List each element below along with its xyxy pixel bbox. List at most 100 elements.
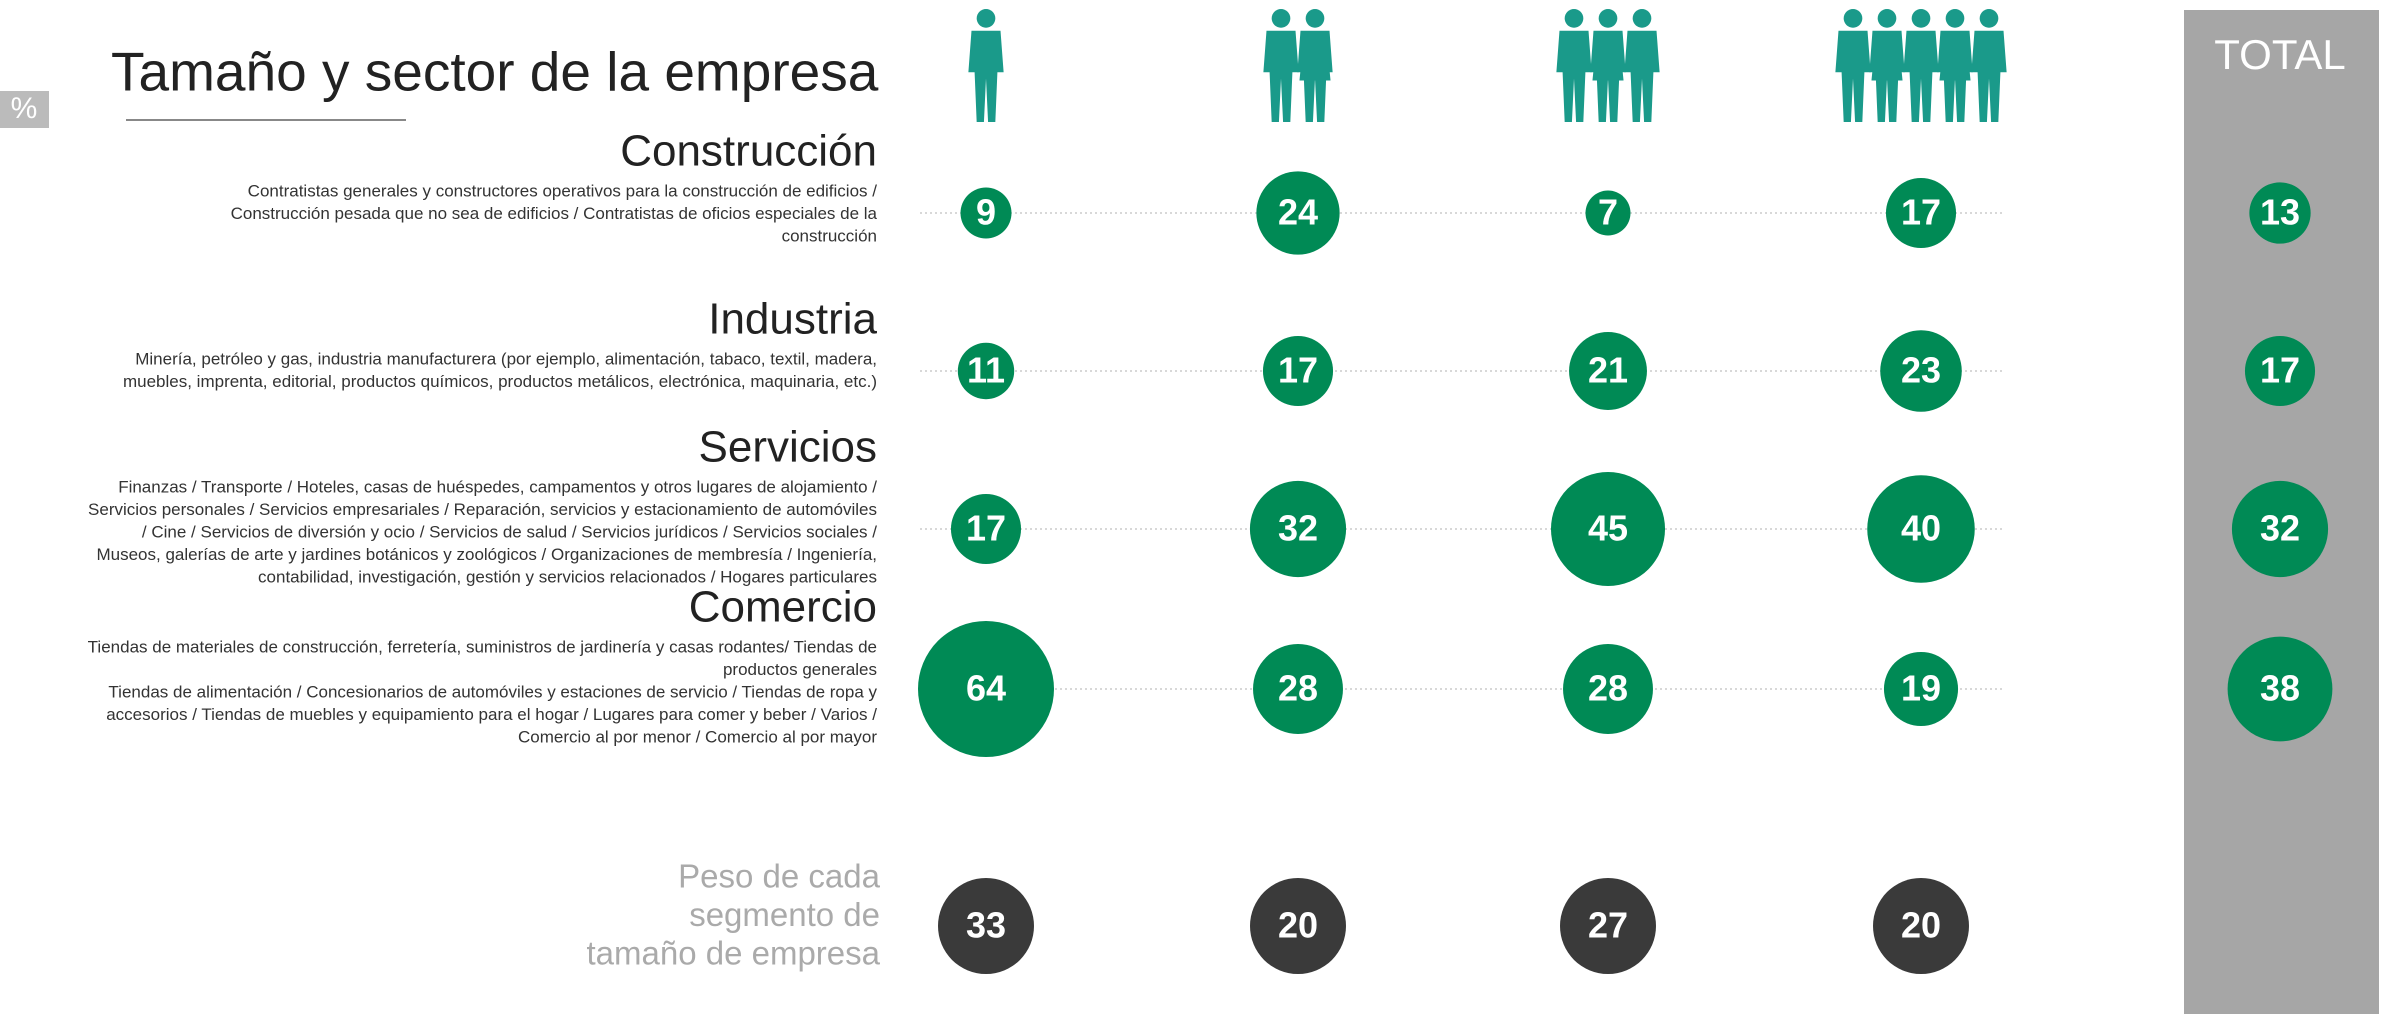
bubble-label: 28: [1278, 668, 1318, 709]
bubble-label: 23: [1901, 350, 1941, 391]
weight-bubble-label: 27: [1588, 905, 1628, 946]
icon-body: [1903, 30, 1939, 122]
icon-head: [1632, 9, 1652, 28]
bubble-label: 11: [967, 350, 1005, 391]
category-description: Minería, petróleo y gas, industria manuf…: [135, 349, 877, 368]
weight-label: Peso de cada: [678, 858, 880, 895]
icon-head: [1877, 9, 1897, 28]
bubble: [1569, 332, 1647, 410]
bubble-label: 45: [1588, 508, 1628, 549]
icon-body: [1869, 30, 1905, 122]
bubble-label: 19: [1901, 668, 1941, 709]
bubble: [1550, 471, 1666, 587]
total-bubble: [2227, 636, 2333, 742]
weight-bubble-label: 33: [966, 905, 1006, 946]
bubble: [1262, 335, 1334, 407]
bubble-label: 17: [1901, 192, 1941, 233]
weight-label: tamaño de empresa: [586, 935, 880, 972]
bubble: [960, 187, 1012, 239]
total-label: TOTAL: [2214, 31, 2345, 78]
icon-head: [1911, 9, 1931, 28]
category-description: Tiendas de materiales de construcción, f…: [88, 637, 877, 656]
icon-body: [1624, 30, 1660, 122]
category-name: Industria: [708, 295, 877, 344]
category-description: contabilidad, investigación, gestión y s…: [258, 567, 877, 586]
icon-body: [1590, 30, 1626, 122]
bubble-label: 40: [1901, 508, 1941, 549]
category-description: Museos, galerías de arte y jardines botá…: [96, 545, 877, 564]
icon-head: [1271, 9, 1291, 28]
icon-head: [1979, 9, 1999, 28]
category-description: productos generales: [723, 660, 877, 679]
icon-body: [1937, 30, 1973, 122]
bubble: [1253, 644, 1343, 734]
icon-head: [1564, 9, 1584, 28]
size-icon: [968, 9, 1004, 122]
total-bubble: [2249, 182, 2311, 244]
category-name: Construcción: [620, 127, 877, 176]
total-bubble-label: 32: [2260, 508, 2300, 549]
category-description: Servicios personales / Servicios empresa…: [88, 500, 877, 519]
total-bubble: [2244, 335, 2316, 407]
total-bubble-label: 38: [2260, 668, 2300, 709]
bubble-label: 28: [1588, 668, 1628, 709]
bubble-label: 64: [966, 668, 1006, 709]
bubble: [1880, 330, 1962, 412]
icon-body: [1297, 30, 1333, 122]
weight-bubble: [1873, 878, 1969, 974]
icon-head: [976, 9, 996, 28]
bubble: [1585, 190, 1631, 236]
icon-body: [968, 30, 1004, 122]
weight-bubble-label: 20: [1901, 905, 1941, 946]
bubble: [950, 493, 1022, 565]
bubble: [1563, 644, 1653, 734]
bubble-label: 24: [1278, 192, 1318, 233]
size-icon: [1263, 9, 1333, 122]
weight-bubble: [1560, 878, 1656, 974]
category-description: Tiendas de alimentación / Concesionarios…: [108, 682, 877, 701]
total-bubble-label: 17: [2260, 350, 2300, 391]
unit-box: [0, 91, 49, 128]
icon-head: [1598, 9, 1618, 28]
category-description: construcción: [782, 226, 877, 245]
chart-title: Tamaño y sector de la empresa: [111, 41, 879, 103]
bubble: [1256, 171, 1340, 255]
category-description: Comercio al por menor / Comercio al por …: [518, 727, 877, 746]
bubble: [957, 342, 1015, 400]
icon-body: [1835, 30, 1871, 122]
bubble-label: 32: [1278, 508, 1318, 549]
bubble: [918, 621, 1054, 757]
category-description: Contratistas generales y constructores o…: [248, 181, 878, 200]
unit-label: %: [11, 92, 38, 125]
bubble-label: 7: [1598, 192, 1618, 233]
bubble: [1885, 177, 1957, 249]
bubble-label: 9: [976, 192, 996, 233]
icon-body: [1263, 30, 1299, 122]
bubble: [1883, 651, 1959, 727]
icon-head: [1305, 9, 1325, 28]
category-name: Servicios: [699, 423, 878, 472]
weight-bubble: [938, 878, 1034, 974]
category-description: / Cine / Servicios de diversión y ocio /…: [142, 522, 877, 541]
category-description: Construcción pesada que no sea de edific…: [231, 204, 878, 223]
weight-bubble: [1250, 878, 1346, 974]
icon-head: [1843, 9, 1863, 28]
weight-label: segmento de: [689, 896, 880, 933]
bubble: [1249, 480, 1347, 578]
bubble-label: 17: [966, 508, 1006, 549]
size-icon: [1835, 9, 2007, 122]
icon-body: [1556, 30, 1592, 122]
category-description: Finanzas / Transporte / Hoteles, casas d…: [118, 477, 877, 496]
size-icon: [1556, 9, 1660, 122]
total-bubble-label: 13: [2260, 192, 2300, 233]
bubble-label: 21: [1588, 350, 1628, 391]
category-description: accesorios / Tiendas de muebles y equipa…: [106, 705, 877, 724]
category-name: Comercio: [689, 583, 877, 632]
icon-body: [1971, 30, 2007, 122]
weight-bubble-label: 20: [1278, 905, 1318, 946]
bubble-label: 17: [1278, 350, 1318, 391]
total-bubble: [2231, 480, 2329, 578]
bubble: [1867, 475, 1975, 583]
category-description: muebles, imprenta, editorial, productos …: [123, 372, 877, 391]
